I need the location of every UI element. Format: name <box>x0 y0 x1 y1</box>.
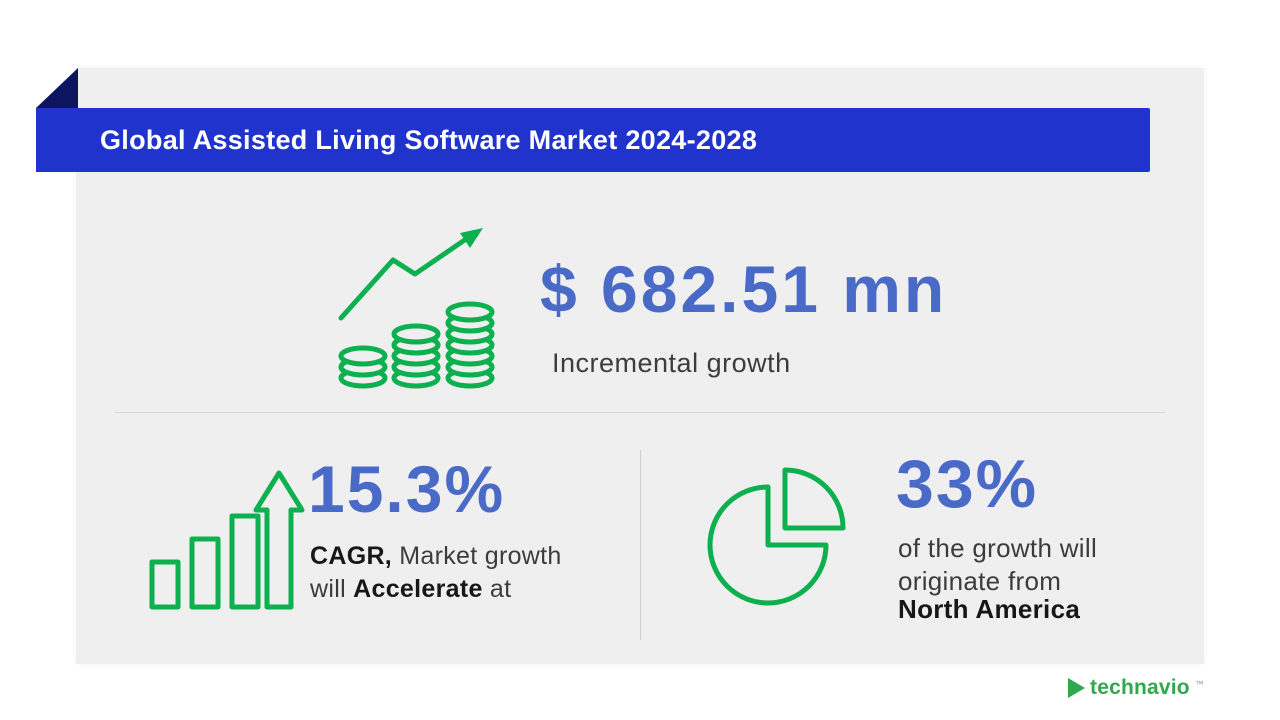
region-text-2: originate from <box>898 566 1062 596</box>
vertical-divider <box>640 450 641 640</box>
incremental-growth-value: $ 682.51 mn <box>540 252 948 326</box>
pie-chart-icon <box>707 467 846 606</box>
ribbon-fold <box>36 68 78 108</box>
technavio-logo: technavio ™ <box>1068 676 1204 700</box>
cagr-label-bold: CAGR, <box>310 542 393 570</box>
technavio-triangle-icon <box>1068 678 1085 698</box>
coin-stacks-growth-arrow-icon <box>338 228 495 389</box>
horizontal-divider <box>115 412 1165 413</box>
cagr-text-1: Market growth <box>392 542 562 570</box>
cagr-value: 15.3% <box>308 452 506 526</box>
technavio-wordmark: technavio <box>1090 676 1190 699</box>
region-description: of the growth will originate from <box>898 532 1097 598</box>
page-title: Global Assisted Living Software Market 2… <box>100 124 758 155</box>
incremental-growth-label: Incremental growth <box>552 348 791 378</box>
cagr-text-3: at <box>482 575 512 603</box>
title-banner: Global Assisted Living Software Market 2… <box>36 108 1150 172</box>
region-share-value: 33% <box>896 446 1039 522</box>
bar-chart-up-arrow-icon <box>149 470 305 610</box>
trademark-symbol: ™ <box>1194 679 1204 689</box>
cagr-description: CAGR, Market growth will Accelerate at <box>310 540 562 606</box>
region-text-1: of the growth will <box>898 533 1098 563</box>
region-name: North America <box>898 594 1081 624</box>
cagr-text-2: will <box>310 575 354 603</box>
cagr-accelerate-bold: Accelerate <box>353 575 483 603</box>
